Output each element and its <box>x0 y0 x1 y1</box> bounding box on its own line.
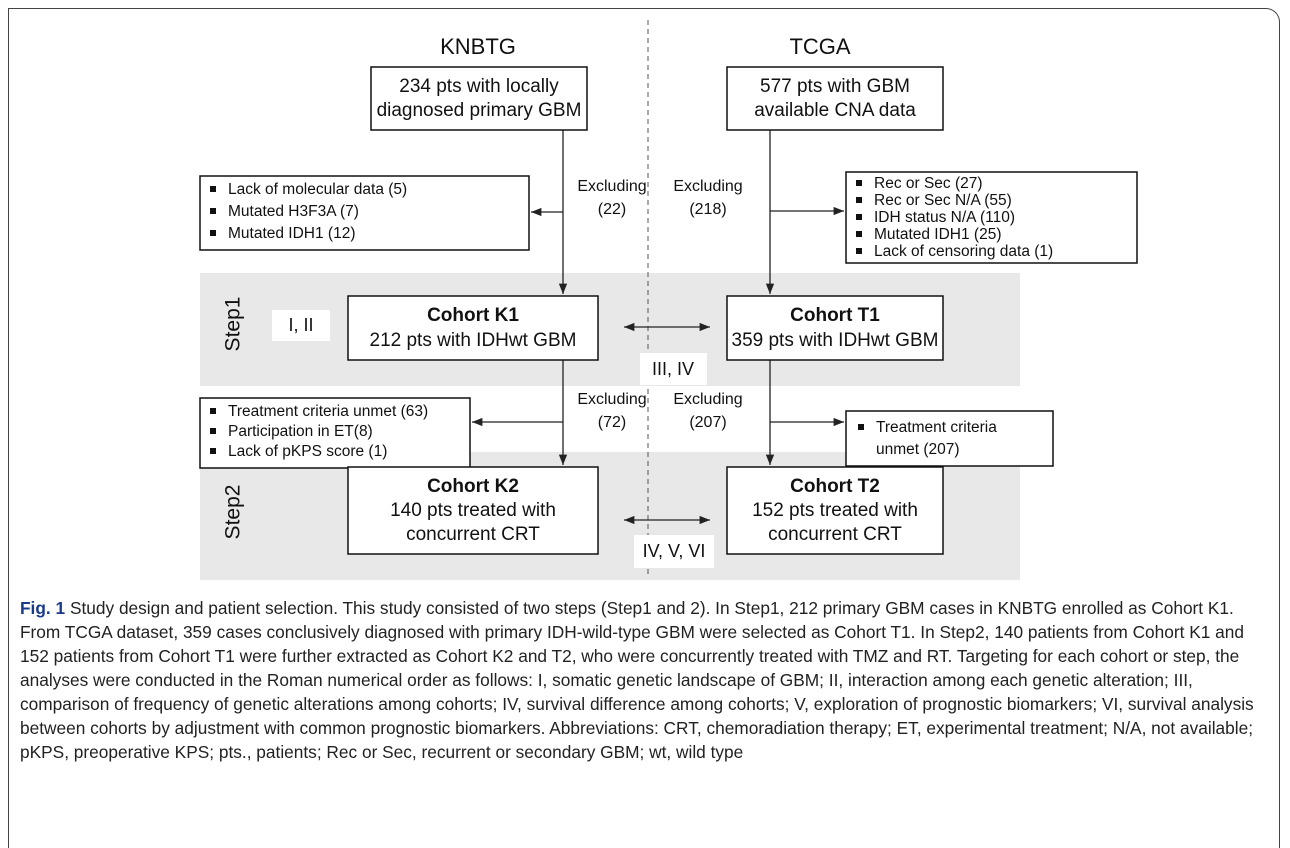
figure-caption: Fig. 1 Study design and patient selectio… <box>20 596 1276 764</box>
exclusion-item: Lack of pKPS score (1) <box>228 443 387 460</box>
exclusion-list: Treatment criteria unmet (207) <box>858 419 997 458</box>
box-text: 577 pts with GBM <box>760 76 910 97</box>
box-text: concurrent CRT <box>768 524 902 545</box>
exclusion-box <box>199 175 530 251</box>
bullet <box>856 214 862 220</box>
step-label: Step1 <box>222 297 245 352</box>
bullet <box>856 180 862 186</box>
exclusion-item: Lack of molecular data (5) <box>228 181 407 198</box>
figure-frame <box>8 8 1280 848</box>
box-text: 140 pts treated with <box>390 500 556 521</box>
cohort-title: Cohort K2 <box>427 476 519 497</box>
exclusion-item: Lack of censoring data (1) <box>874 243 1053 260</box>
cohort-box <box>726 295 944 361</box>
caption-text: Study design and patient selection. This… <box>20 598 1254 762</box>
exclusion-item: Rec or Sec (27) <box>874 175 983 192</box>
bullet <box>858 424 864 430</box>
bullet <box>210 230 216 236</box>
exclusion-label: (218) <box>689 201 726 218</box>
analysis-box <box>634 535 714 568</box>
box-text: diagnosed primary GBM <box>377 100 582 121</box>
exclusion-item: Treatment criteria <box>876 419 997 436</box>
bullet <box>210 448 216 454</box>
cohort-title: Cohort T2 <box>790 476 880 497</box>
exclusion-list: Treatment criteria unmet (63) Participat… <box>210 403 428 460</box>
exclusion-label: (207) <box>689 414 726 431</box>
step-label: Step2 <box>222 485 245 540</box>
analysis-label: IV, V, VI <box>643 541 706 561</box>
box-text: 359 pts with IDHwt GBM <box>732 330 939 351</box>
flowchart: KNBTG TCGA Step1 Step2 234 pts with loca… <box>199 20 1138 580</box>
column-header: KNBTG <box>440 34 516 59</box>
column-header: TCGA <box>789 34 850 59</box>
exclusion-label: Excluding <box>673 391 742 408</box>
cohort-box <box>347 466 599 555</box>
exclusion-item: Treatment criteria unmet (63) <box>228 403 428 420</box>
exclusion-item: Rec or Sec N/A (55) <box>874 192 1012 209</box>
analysis-label: III, IV <box>652 359 694 379</box>
bullet <box>210 208 216 214</box>
box-text: 234 pts with locally <box>399 76 559 97</box>
bullet <box>856 231 862 237</box>
box-text: available CNA data <box>754 100 916 121</box>
bullet <box>856 197 862 203</box>
bullet <box>856 248 862 254</box>
analysis-box <box>272 310 330 341</box>
analysis-box <box>640 353 707 385</box>
exclusion-box <box>845 410 1054 467</box>
source-box <box>726 66 944 131</box>
exclusion-list: Rec or Sec (27) Rec or Sec N/A (55) IDH … <box>856 175 1053 260</box>
exclusion-label: Excluding <box>577 178 646 195</box>
cohort-box <box>726 466 944 555</box>
exclusion-item: unmet (207) <box>876 441 960 458</box>
cohort-title: Cohort K1 <box>427 305 519 326</box>
cohort-title: Cohort T1 <box>790 305 880 326</box>
caption-label: Fig. 1 <box>20 598 66 618</box>
bullet <box>210 428 216 434</box>
source-box <box>370 66 588 131</box>
exclusion-item: IDH status N/A (110) <box>874 209 1015 226</box>
exclusion-item: Mutated IDH1 (12) <box>228 225 356 242</box>
box-text: 212 pts with IDHwt GBM <box>370 330 577 351</box>
exclusion-item: Participation in ET(8) <box>228 423 373 440</box>
box-text: concurrent CRT <box>406 524 540 545</box>
exclusion-label: Excluding <box>577 391 646 408</box>
bullet <box>210 186 216 192</box>
analysis-label: I, II <box>288 315 313 335</box>
exclusion-list: Lack of molecular data (5) Mutated H3F3A… <box>210 181 407 242</box>
exclusion-item: Mutated IDH1 (25) <box>874 226 1002 243</box>
cohort-box <box>347 295 599 361</box>
exclusion-label: (22) <box>598 201 626 218</box>
exclusion-box <box>845 171 1138 264</box>
exclusion-label: (72) <box>598 414 626 431</box>
bullet <box>210 408 216 414</box>
exclusion-box <box>199 397 471 469</box>
box-text: 152 pts treated with <box>752 500 918 521</box>
exclusion-label: Excluding <box>673 178 742 195</box>
exclusion-item: Mutated H3F3A (7) <box>228 203 359 220</box>
